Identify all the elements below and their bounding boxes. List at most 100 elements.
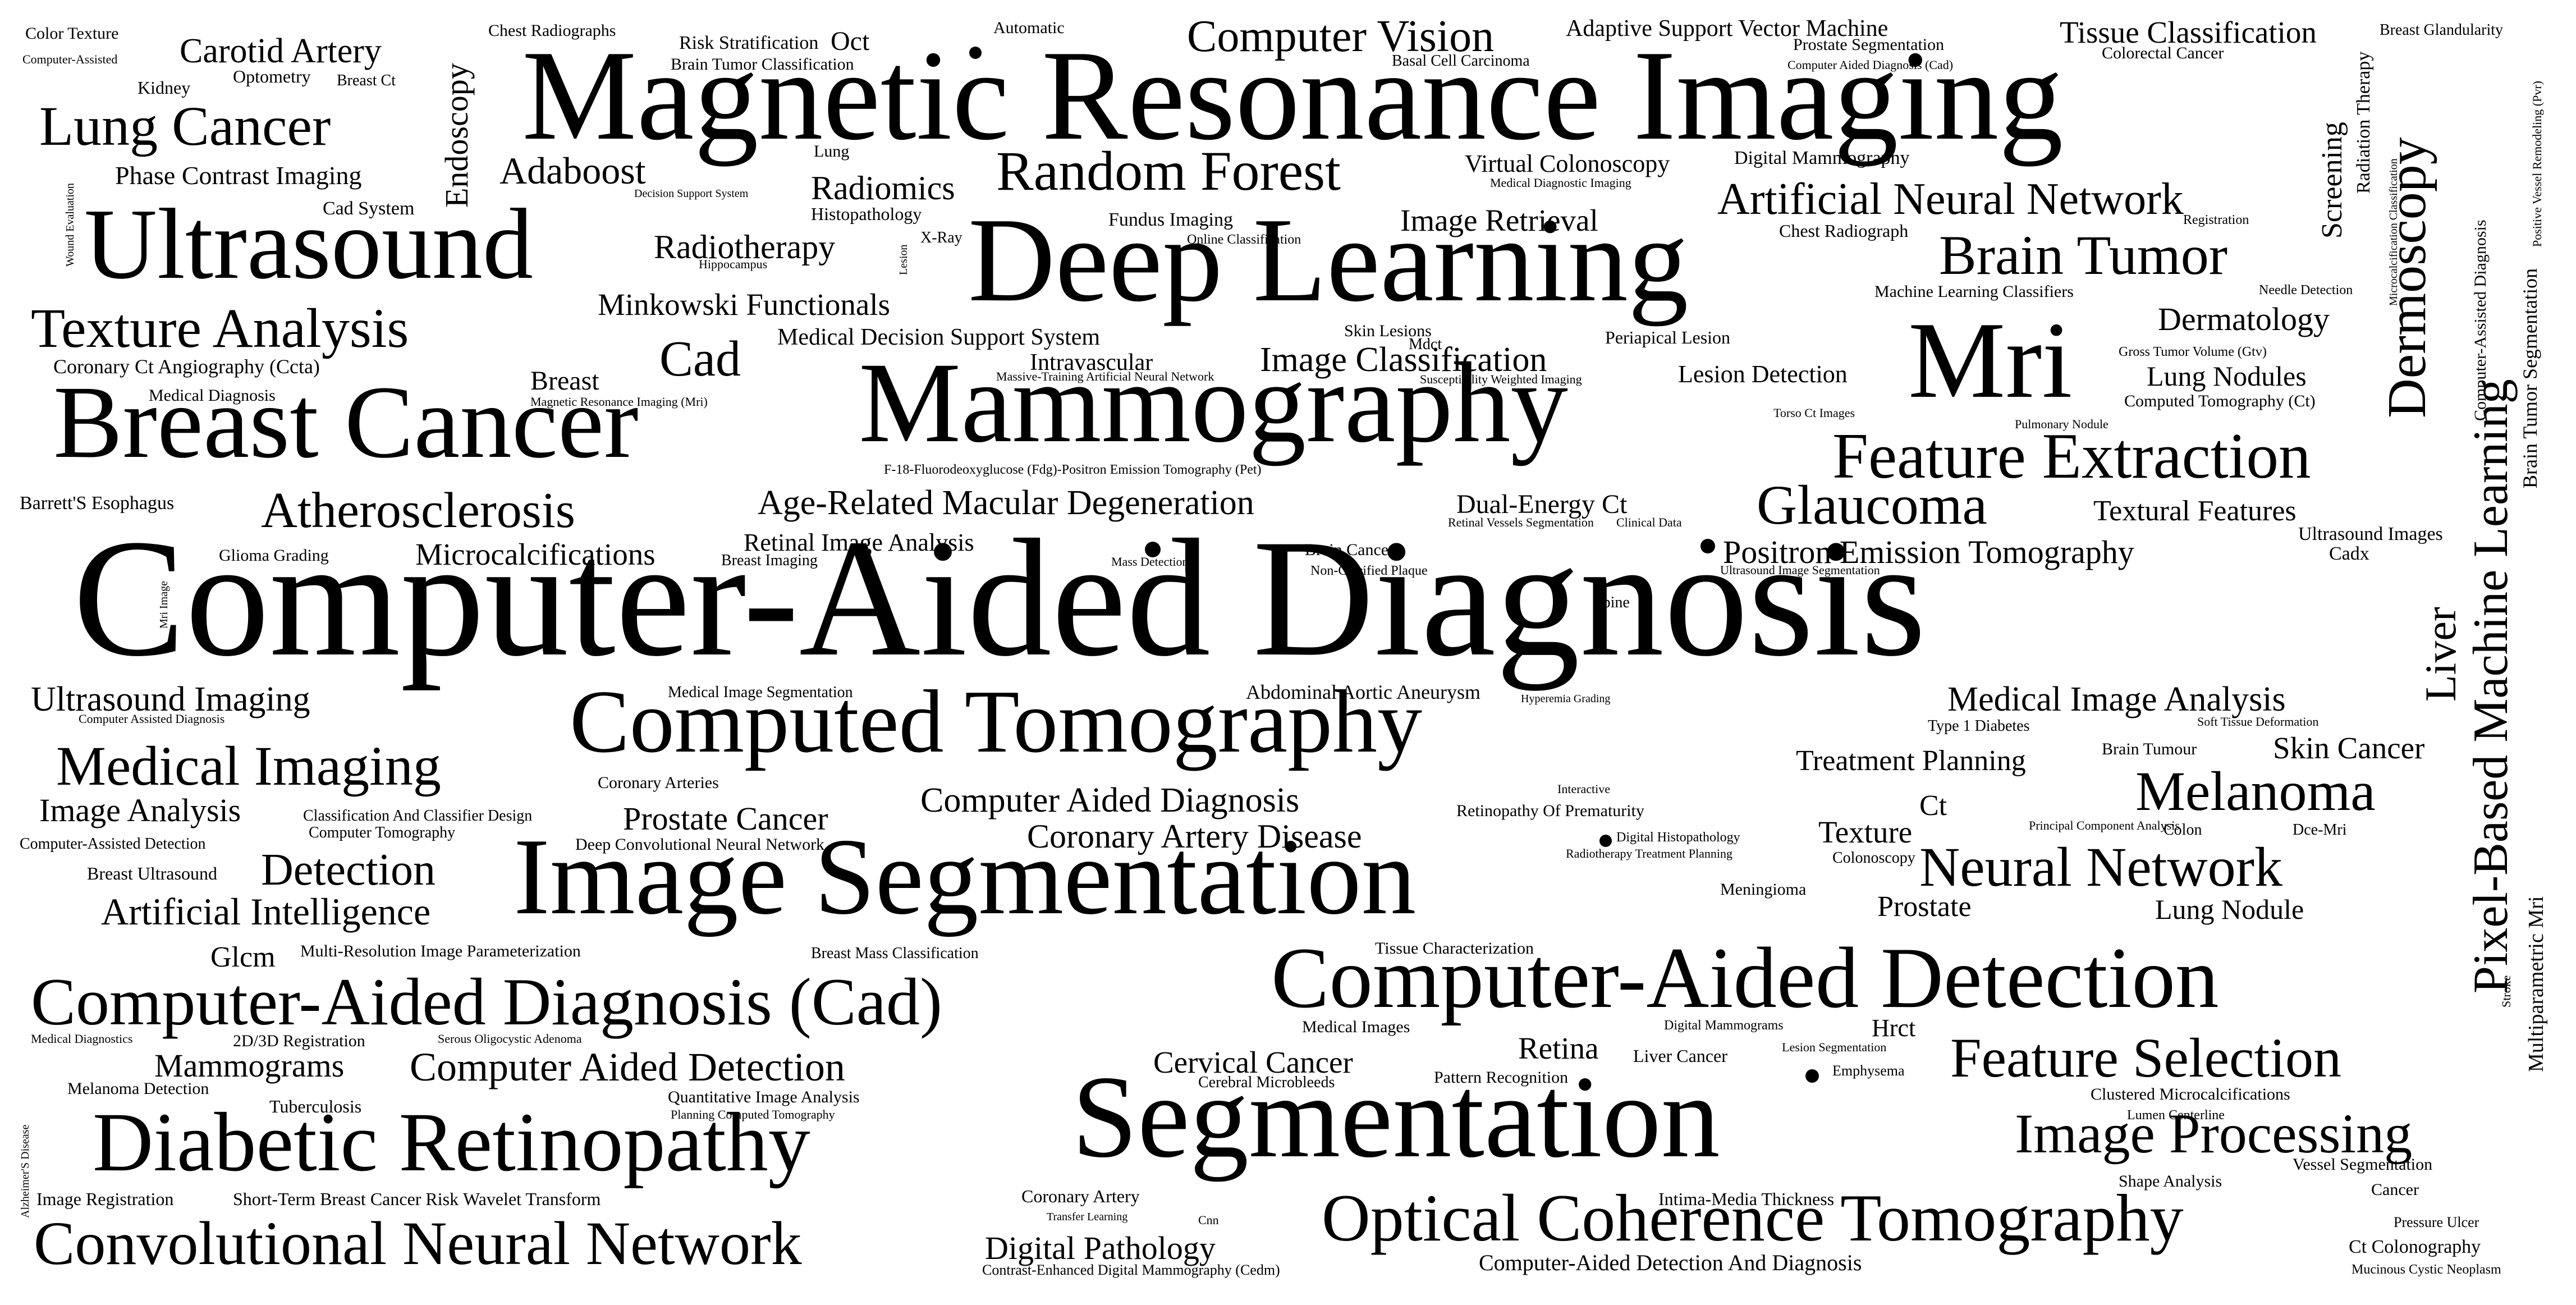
- word: Planning Computed Tomography: [671, 1107, 835, 1121]
- word: Computed Tomography: [570, 671, 1423, 771]
- word: Prostate: [1877, 891, 1972, 923]
- dot-mark: [1145, 542, 1161, 557]
- word: Colon: [2164, 821, 2202, 839]
- word: Feature Selection: [1950, 1027, 2341, 1089]
- word: Image Segmentation: [514, 816, 1417, 937]
- word: Dual-Energy Ct: [1456, 489, 1628, 519]
- word: Image Retrieval: [1400, 203, 1598, 237]
- word: Colonoscopy: [1832, 849, 1915, 867]
- word: Retinal Vessels Segmentation: [1448, 515, 1594, 529]
- word: Coronary Arteries: [598, 773, 719, 792]
- word: Digital Pathology: [985, 1230, 1216, 1266]
- word: Medical Imaging: [56, 735, 441, 797]
- word: Radiotherapy Treatment Planning: [1566, 846, 1732, 860]
- word: Computer Assisted Diagnosis: [79, 712, 225, 726]
- word: Dce-Mri: [2293, 821, 2347, 839]
- word: Massive-Training Artificial Neural Netwo…: [996, 369, 1214, 383]
- word: Breast Glandularity: [2380, 21, 2504, 39]
- dot-mark: [1599, 835, 1612, 847]
- word: Magnetic Resonance Imaging (Mri): [530, 395, 708, 409]
- word: Random Forest: [996, 140, 1341, 202]
- word: Endoscopy: [438, 63, 475, 208]
- word: Medical Image Segmentation: [668, 684, 853, 701]
- word: Texture Analysis: [31, 297, 409, 359]
- word: Ct Colonography: [2349, 1237, 2481, 1257]
- word: Breast Ultrasound: [87, 863, 217, 883]
- word: Tissue Classification: [2060, 15, 2317, 49]
- word: Breast: [530, 366, 599, 396]
- word: Lung Nodules: [2147, 360, 2307, 392]
- word: Coronary Artery Disease: [1027, 818, 1362, 855]
- word: Image Analysis: [39, 792, 241, 828]
- word: Radiation Therapy: [2353, 51, 2374, 194]
- word: Segmentation: [1072, 1052, 1720, 1182]
- word: Carotid Artery: [180, 32, 382, 70]
- word: Computer-Assisted: [22, 52, 118, 66]
- word: Radiotherapy: [654, 228, 836, 265]
- word: Glioma Grading: [219, 546, 329, 565]
- word: Contrast-Enhanced Digital Mammography (C…: [982, 1262, 1280, 1278]
- word: Digital Mammography: [1734, 148, 1910, 168]
- word: Barrett'S Esophagus: [20, 493, 175, 514]
- word: Alzheimer'S Disease: [19, 1124, 31, 1218]
- word: Spine: [1594, 594, 1630, 611]
- word: Registration: [2183, 213, 2249, 227]
- word: Computer-Assisted Detection: [20, 835, 206, 853]
- word: Medical Diagnostic Imaging: [1490, 176, 1631, 190]
- word: Brain Tumor Classification: [671, 55, 854, 74]
- word: Brain Tumor Segmentation: [2519, 268, 2541, 488]
- word: Retina: [1518, 1031, 1599, 1065]
- word: Coronary Artery: [1021, 1186, 1140, 1206]
- word: Mass Detection: [1111, 555, 1189, 569]
- word: Retinopathy Of Prematurity: [1456, 802, 1644, 820]
- word: Deep Convolutional Neural Network: [575, 835, 825, 854]
- word: Hrct: [1872, 1014, 1916, 1042]
- word: Computer Aided Detection: [410, 1045, 845, 1089]
- word: Pixel-Based Machine Learning: [2464, 379, 2518, 993]
- word: Neural Network: [1919, 836, 2282, 898]
- word: Wound Evaluation: [64, 183, 76, 267]
- word: Mammography: [859, 339, 1568, 466]
- word: Brain Tumour: [2102, 740, 2197, 758]
- word: Oct: [831, 26, 870, 56]
- word: Pattern Recognition: [1434, 1068, 1569, 1087]
- word: Optometry: [233, 66, 311, 86]
- word: Treatment Planning: [1796, 745, 2026, 777]
- dot-mark: [1805, 1069, 1819, 1083]
- word: Chest Radiographs: [488, 21, 616, 40]
- word: Dermatology: [2158, 301, 2330, 337]
- word: Risk Stratification: [679, 33, 819, 53]
- word: Interactive: [1557, 782, 1611, 796]
- word: Phase Contrast Imaging: [115, 161, 362, 190]
- word: Computer-Aided Detection And Diagnosis: [1479, 1250, 1862, 1275]
- word: Brain Cancer: [1305, 541, 1395, 559]
- word: Diabetic Retinopathy: [93, 1096, 810, 1189]
- word: Online Classification: [1187, 232, 1301, 247]
- word: Melanoma Detection: [67, 1079, 209, 1098]
- word: Meningioma: [1720, 880, 1807, 899]
- word: X-Ray: [920, 229, 962, 246]
- word: Soft Tissue Deformation: [2197, 715, 2319, 729]
- word: Deep Learning: [968, 193, 1689, 327]
- word: Artificial Neural Network: [1717, 175, 2184, 224]
- word: Breast Imaging: [721, 552, 818, 569]
- word: Wavelet Transform: [463, 1189, 601, 1209]
- word: 2D/3D Registration: [233, 1032, 365, 1050]
- word: Image Classification: [1260, 341, 1547, 379]
- word: Age-Related Macular Degeneration: [758, 484, 1254, 522]
- word: Chest Radiograph: [1779, 221, 1909, 241]
- word: Classification And Classifier Design: [303, 807, 533, 825]
- word: Microcalcification Classification: [2387, 158, 2400, 306]
- word: Gross Tumor Volume (Gtv): [2119, 345, 2267, 359]
- word: Serous Oligocystic Adenoma: [438, 1032, 582, 1046]
- word: Basal Cell Carcinoma: [1392, 52, 1530, 70]
- word: Liver Cancer: [1633, 1046, 1727, 1066]
- word: Computer Aided Diagnosis: [920, 781, 1300, 819]
- word: Pressure Ulcer: [2394, 1214, 2479, 1230]
- word: Ct: [1919, 790, 1947, 822]
- word: Medical Image Analysis: [1947, 680, 2286, 718]
- word: Color Texture: [25, 24, 119, 43]
- word: Detection: [261, 845, 436, 895]
- word: Pulmonary Nodule: [2015, 417, 2109, 431]
- word: Feature Extraction: [1832, 420, 2311, 492]
